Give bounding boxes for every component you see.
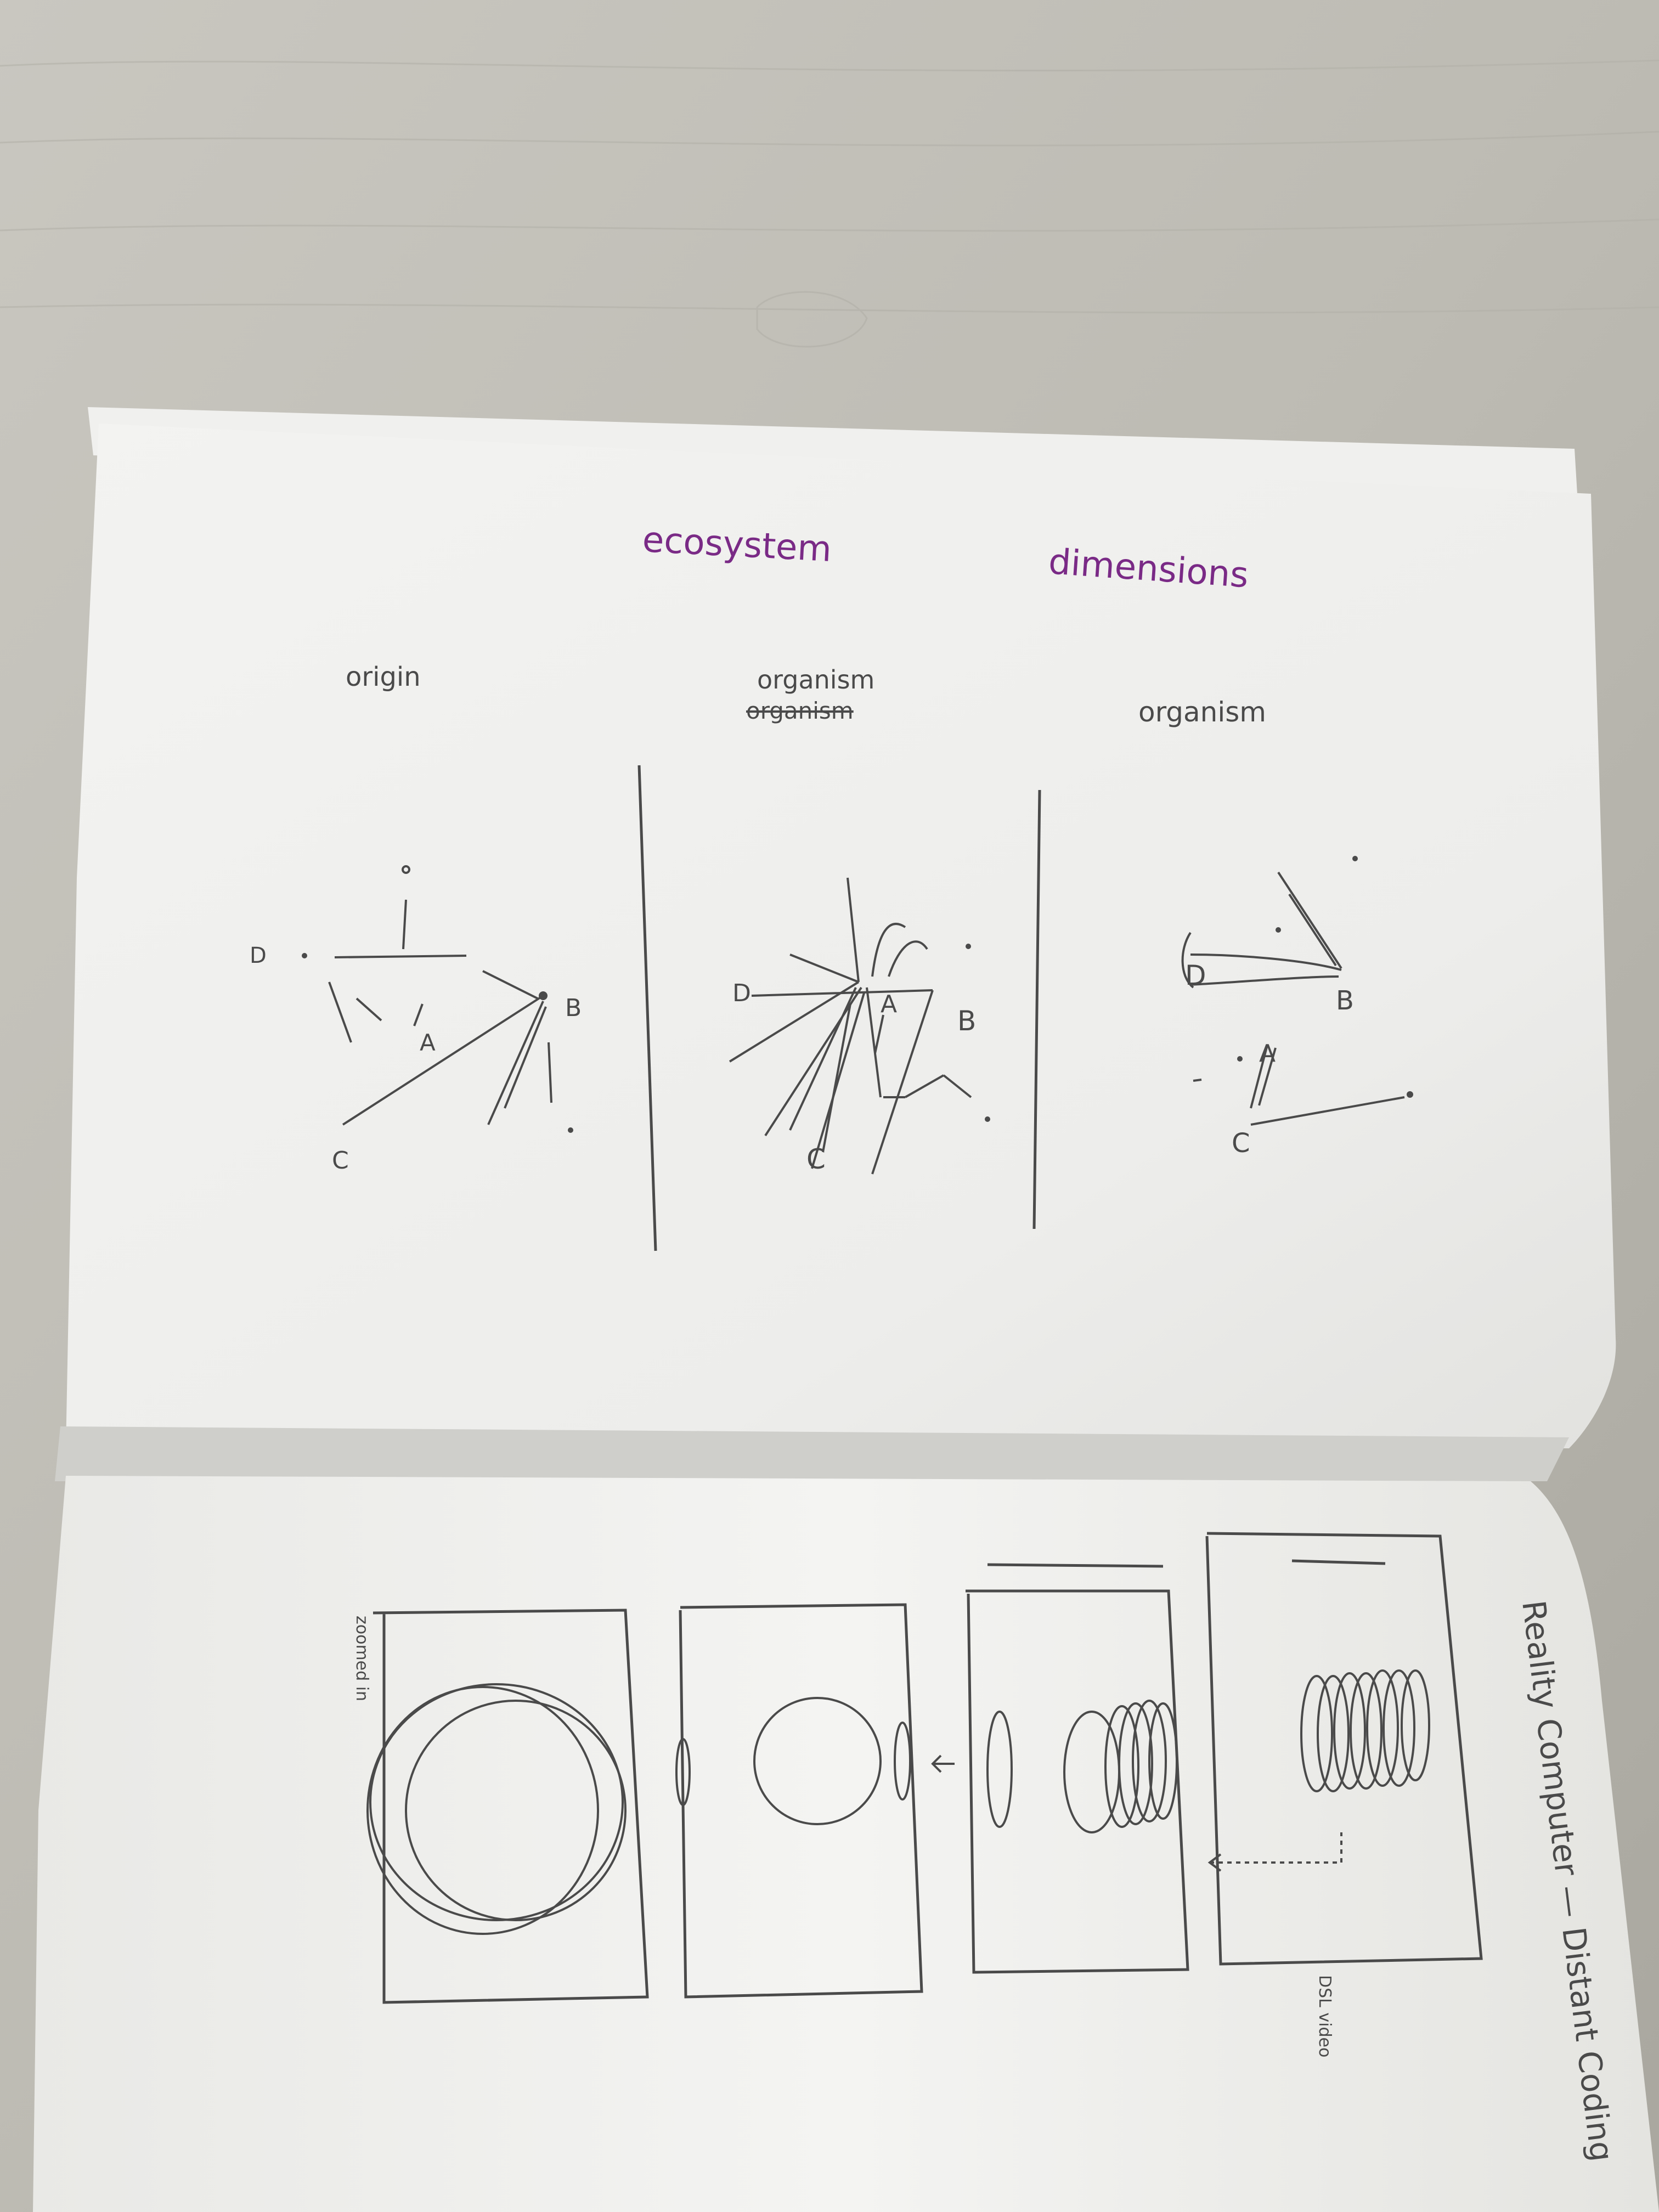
storyboard-frame-2	[679, 1603, 923, 1999]
frame-2-circle	[675, 1697, 911, 1825]
spine-shadow	[55, 1426, 1569, 1481]
panel-2-heading-line-1: organism	[757, 665, 874, 695]
panel-2-graph	[729, 877, 990, 1175]
page-underneath	[88, 407, 1577, 494]
panel-3-label-c: C	[1232, 1128, 1250, 1159]
sidenote-dsl-video: DSL video	[1315, 1975, 1334, 2057]
frame-3-disc-stack	[931, 1700, 1178, 1833]
panel-3-label-b: B	[1336, 985, 1354, 1016]
panel-2-label-b: B	[957, 1005, 976, 1037]
panel-1-heading: origin	[346, 662, 421, 692]
panel-2-heading-line-2: organism	[746, 697, 854, 724]
frame-4-disc-stack	[1207, 1669, 1430, 1872]
storyboard-frame-3	[966, 1589, 1189, 1974]
frame-1-circles	[366, 1683, 627, 1935]
panel-3-heading: organism	[1138, 696, 1266, 728]
storyboard-frame-4	[1205, 1532, 1483, 1966]
panel-1-label-b: B	[565, 994, 582, 1022]
title-word-ecosystem: ecosystem	[641, 520, 832, 570]
panel-1-graph	[302, 865, 573, 1133]
bottom-page	[33, 1476, 1659, 2212]
panel-2-label-a: A	[881, 990, 897, 1018]
sidenote-zoomed-in: zoomed in	[352, 1616, 371, 1701]
panel-divider-1	[637, 765, 657, 1251]
top-page	[66, 424, 1616, 1448]
panel-2-label-d: D	[732, 979, 751, 1007]
panel-3-label-d: D	[1185, 960, 1206, 991]
wood-grain	[0, 59, 1659, 348]
panel-divider-2	[1032, 789, 1041, 1229]
panel-3-label-a: A	[1259, 1040, 1276, 1068]
panel-1-label-a: A	[420, 1029, 436, 1056]
panel-2-label-c: C	[806, 1143, 826, 1175]
panel-3-graph	[1181, 856, 1413, 1126]
panel-1-label-d: D	[250, 943, 267, 968]
panel-1-label-c: C	[332, 1147, 349, 1175]
